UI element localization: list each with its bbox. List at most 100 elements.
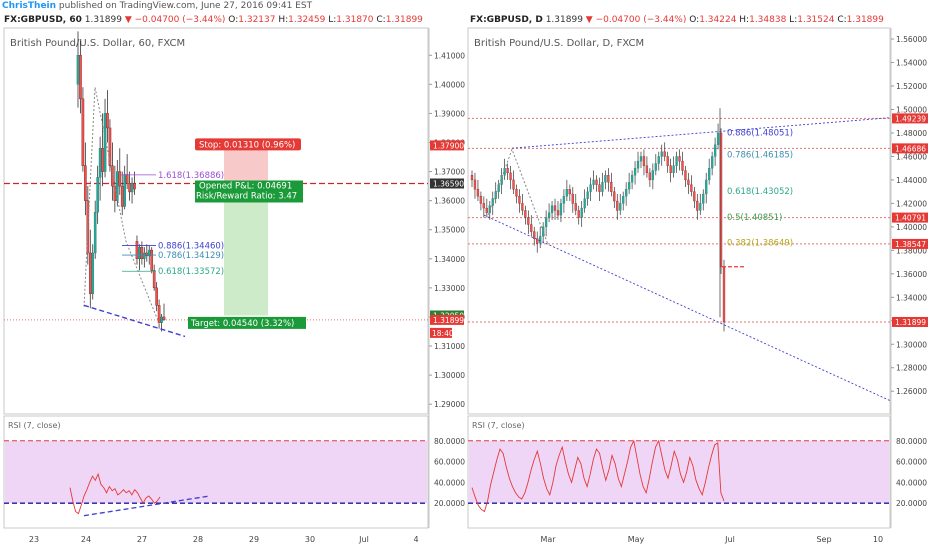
right-y-tick-label: 1.38000 [896,246,927,255]
candle-body [111,165,114,187]
candle-body [616,200,619,211]
left-y-tick-label: 1.34000 [434,255,465,264]
candle-body [639,156,643,162]
right-price-label-box [892,238,928,249]
left-y-tick-label: 1.37000 [434,168,465,177]
candle-body [627,182,631,190]
candle-body [536,238,539,244]
candle-body [622,196,625,204]
candle-body [547,212,551,218]
target-text: Target: 0.04540 (3.32%) [190,319,294,329]
right-change: ▼ −0.04700 (−3.44%) [585,15,687,25]
left-rsi-trendline [83,495,211,517]
right-upper-trendline [511,117,891,149]
left-y-tick-label: 1.31000 [434,342,465,351]
pattern-legs [83,87,161,326]
right-price-label: 1.31899 [895,318,926,327]
candle-body [160,316,163,323]
right-price-label-box [892,143,928,154]
candle-body [135,241,139,260]
right-rsi-tick-label: 60.0000 [896,458,927,467]
right-rsi-tick-label: 80.0000 [896,437,927,446]
candle-body [133,182,136,190]
candle-body [509,172,512,181]
candle-body [157,305,161,323]
left-x-tick-label: 28 [193,535,203,544]
left-change: ▼ −0.04700 (−3.44%) [124,15,226,25]
right-rsi-pane [467,415,891,529]
candle-body [589,184,592,192]
candle-body [527,217,530,225]
right-rsi-tick-label: 40.0000 [896,478,927,487]
right-y-tick-label: 1.52000 [896,82,927,91]
right-ohlc: O:1.34224 H:1.34838 L:1.31524 C:1.31899 [689,15,884,25]
candle-body [684,170,687,181]
candle-body [580,207,583,218]
target-zone [224,183,268,316]
candle-body [533,231,536,239]
rr-text: Risk/Reward Ratio: 3.47 [196,191,297,201]
candle-body [91,252,95,294]
candle-body [722,266,726,323]
left-rsi-tick-label: 20.0000 [434,499,465,508]
candle-body [610,182,613,192]
pnl-box [195,180,303,203]
left-price-label: 1.37900 [433,141,464,150]
candle-body [642,156,646,166]
left-symbol[interactable]: FX:GBPUSD, 60 [4,15,82,25]
candle-body [521,203,524,211]
candle-body [699,203,702,211]
fib-level-label: 0.886(1.34460) [158,241,224,251]
candle-body [607,175,610,183]
candle-body [678,156,681,162]
left-support-trendline [83,304,186,338]
publisher-bar: ChrisThein published on TradingView.com,… [0,0,932,12]
candle-body [120,185,124,207]
candle-body [672,165,675,174]
fib-level-label: 0.786(1.34129) [158,251,224,261]
left-x-tick-label: 30 [305,535,315,544]
left-y-tick-label: 1.33000 [434,284,465,293]
pnl-text: Opened P&L: 0.04691 [199,181,292,191]
candle-body [152,270,156,289]
left-x-tick-label: 29 [249,535,259,544]
candle-body [586,191,589,199]
right-symbol[interactable]: FX:GBPUSD, D [470,15,543,25]
left-x-tick-label: 23 [29,535,39,544]
right-x-tick-label: May [628,535,645,544]
right-x-tick-label: Mar [540,535,556,544]
candle-body [713,144,717,157]
candle-body [601,182,604,192]
left-rsi-label: RSI (7, close) [8,421,61,430]
candle-body [162,316,166,321]
candle-body [598,184,601,192]
right-y-tick-label: 1.50000 [896,105,927,114]
right-rsi-label: RSI (7, close) [472,421,525,430]
candle-body [113,185,117,201]
left-y-tick-label: 1.35000 [434,226,465,235]
candle-body [568,189,571,195]
candle-body [488,205,491,213]
right-y-tick-label: 1.30000 [896,340,927,349]
candle-body [681,160,684,171]
left-rsi-tick-label: 40.0000 [434,478,465,487]
author-link[interactable]: ChrisThein [2,1,57,11]
candle-body [116,171,119,201]
right-y-tick-label: 1.42000 [896,199,927,208]
left-chart-title: British Pound/U.S. Dollar, 60, FXCM [10,38,186,49]
candle-body [669,165,672,174]
candle-body [630,175,634,183]
candle-body [645,165,649,174]
candle-body [565,189,569,197]
candle-body [583,198,586,209]
candle-body [84,165,87,201]
right-x-tick-label: 10 [873,535,883,544]
candle-body [648,172,652,181]
fib-level-label: 0.5(1.40851) [727,213,782,223]
right-symbol-header: FX:GBPUSD, D 1.31899 ▼ −0.04700 (−3.44%)… [470,14,884,27]
left-rsi-pane [3,415,429,529]
right-chart-title: British Pound/U.S. Dollar, D, FXCM [474,38,645,49]
left-ohlc: O:1.32137 H:1.32459 L:1.31870 C:1.31899 [228,15,423,25]
right-rsi-line [471,439,725,513]
